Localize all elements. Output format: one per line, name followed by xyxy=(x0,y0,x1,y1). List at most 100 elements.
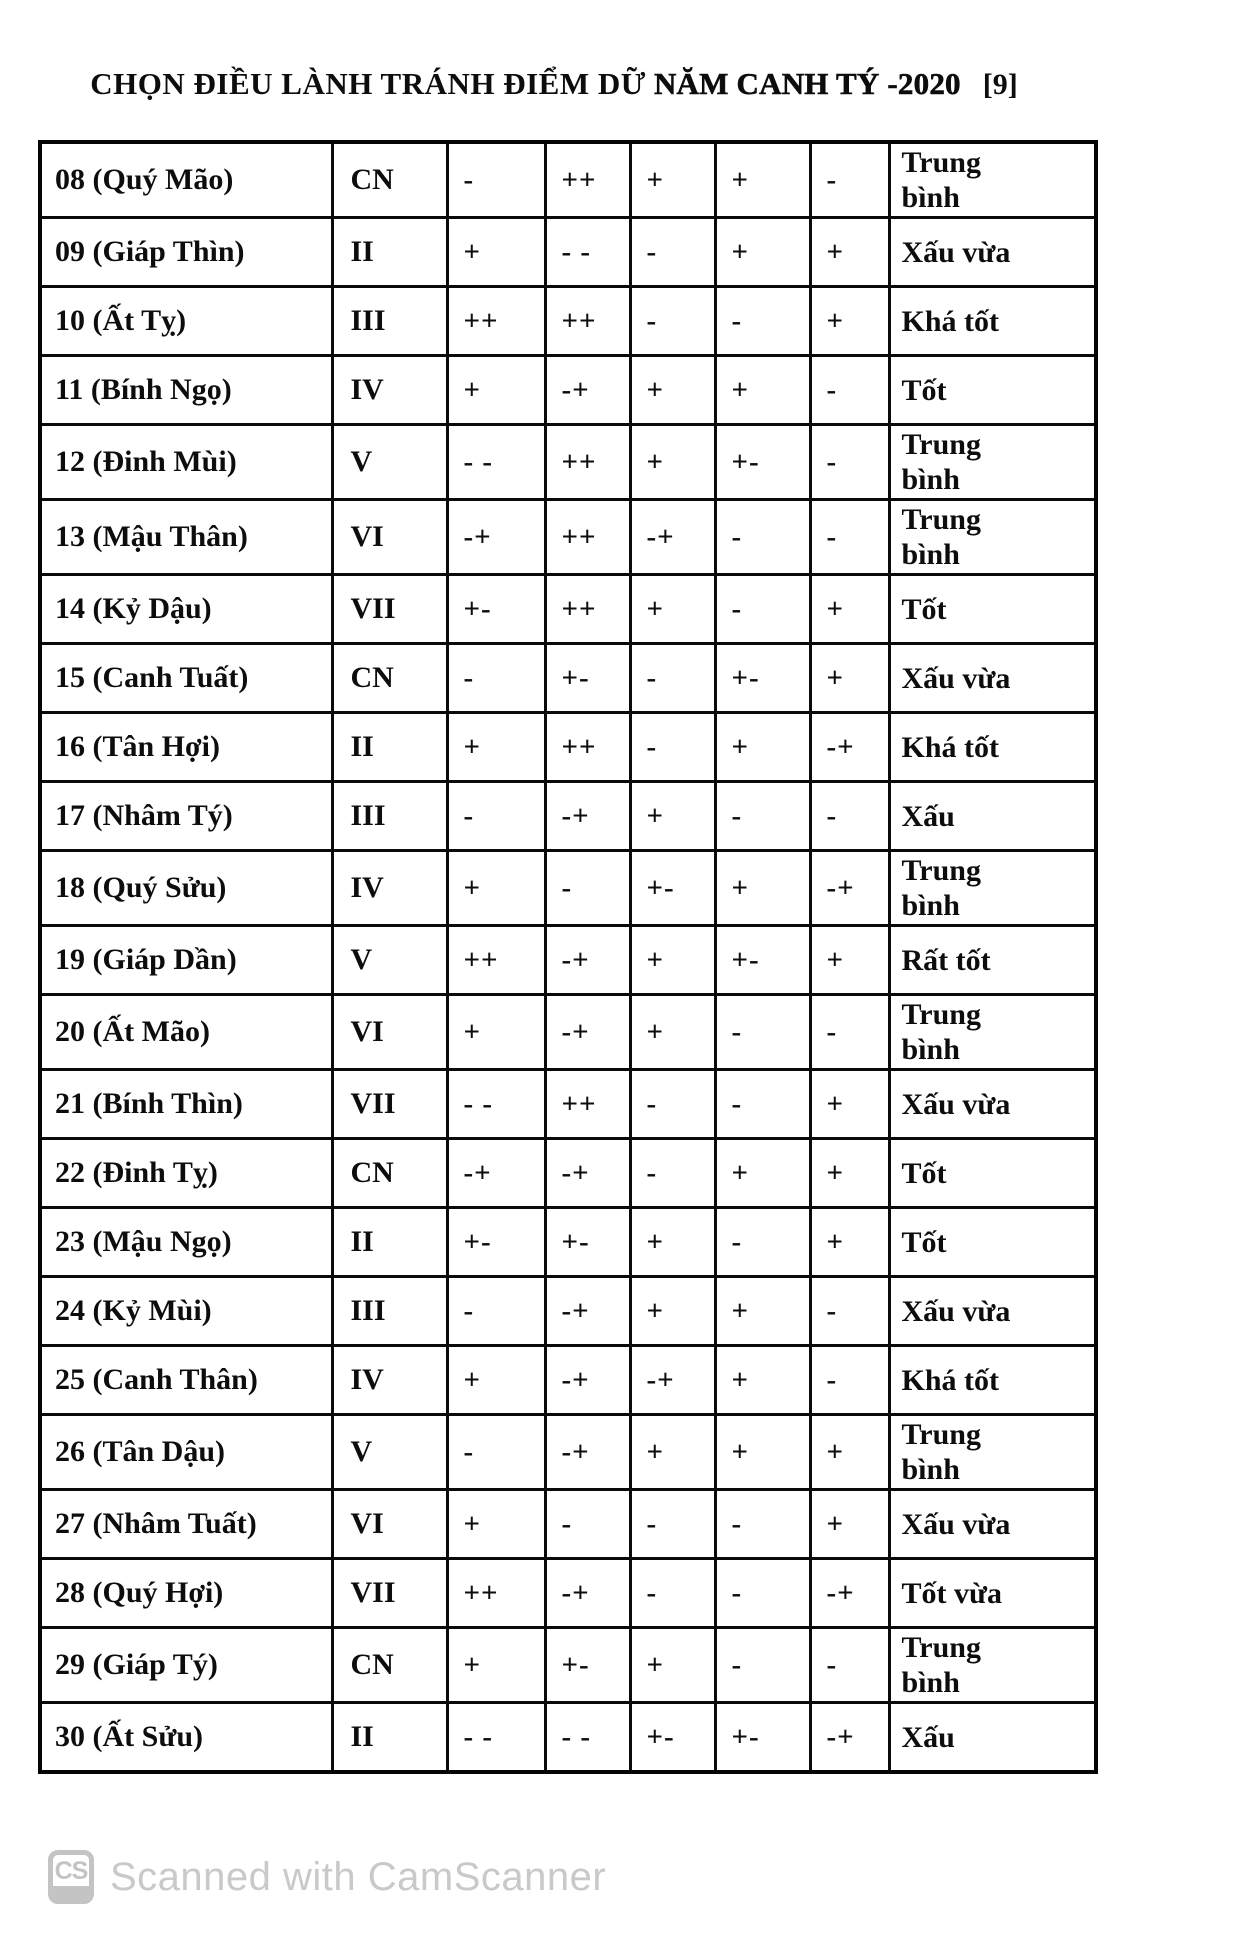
cell-symbol-5: + xyxy=(808,1137,891,1209)
cell-symbol-2: - - xyxy=(543,1701,632,1774)
rating-text: Tốt xyxy=(901,592,947,626)
cell-symbol-2: - xyxy=(543,1488,632,1560)
table-row: 26 (Tân Dậu) V - -+ + + + Trung bình xyxy=(38,1413,1098,1491)
cell-day: 15 (Canh Tuất) xyxy=(38,642,334,714)
cell-rating: Xấu xyxy=(887,780,1098,852)
table-row: 10 (Ất Tỵ) III ++ ++ - - + Khá tốt xyxy=(38,285,1098,357)
cell-day: 30 (Ất Sửu) xyxy=(38,1701,334,1774)
rating-text: Tốt xyxy=(901,1156,947,1190)
cell-symbol-4: + xyxy=(713,1275,812,1347)
cell-symbol-3: + xyxy=(628,573,717,645)
cell-day: 24 (Kỷ Mùi) xyxy=(38,1275,334,1347)
cell-day: 16 (Tân Hợi) xyxy=(38,711,334,783)
cell-symbol-4: +- xyxy=(713,423,812,501)
cell-rating: Khá tốt xyxy=(887,711,1098,783)
cell-rating: Tốt xyxy=(887,1206,1098,1278)
table-row: 17 (Nhâm Tý) III - -+ + - - Xấu xyxy=(38,780,1098,852)
table-row: 28 (Quý Hợi) VII ++ -+ - - -+ Tốt vừa xyxy=(38,1557,1098,1629)
cell-symbol-4: + xyxy=(713,1137,812,1209)
cell-day: 14 (Kỷ Dậu) xyxy=(38,573,334,645)
cell-symbol-2: -+ xyxy=(543,354,632,426)
cell-symbol-1: +- xyxy=(445,573,547,645)
cell-weekday: IV xyxy=(330,1344,449,1416)
cell-symbol-4: - xyxy=(713,573,812,645)
cell-symbol-5: - xyxy=(808,1626,891,1704)
cell-symbol-2: ++ xyxy=(543,140,632,219)
cell-weekday: CN xyxy=(330,642,449,714)
camscanner-logo-text: CS xyxy=(54,1857,89,1885)
rating-text: Xấu vừa xyxy=(901,235,1011,269)
cell-rating: Trung bình xyxy=(887,1413,1098,1491)
cell-day: 12 (Đinh Mùi) xyxy=(38,423,334,501)
rating-text: Khá tốt xyxy=(901,730,1000,764)
rating-text: Khá tốt xyxy=(901,304,1000,338)
cell-symbol-2: -+ xyxy=(543,993,632,1071)
cell-symbol-2: +- xyxy=(543,1626,632,1704)
cell-symbol-3: - xyxy=(628,1068,717,1140)
table-row: 22 (Đinh Tỵ) CN -+ -+ - + + Tốt xyxy=(38,1137,1098,1209)
cell-rating: Trung bình xyxy=(887,140,1098,219)
cell-symbol-3: - xyxy=(628,216,717,288)
cell-rating: Tốt vừa xyxy=(887,1557,1098,1629)
cell-symbol-1: -+ xyxy=(445,498,547,576)
cell-symbol-1: - - xyxy=(445,1068,547,1140)
cell-symbol-5: - xyxy=(808,498,891,576)
cell-symbol-5: - xyxy=(808,1275,891,1347)
cell-symbol-5: + xyxy=(808,1413,891,1491)
cell-symbol-1: - xyxy=(445,1413,547,1491)
cell-symbol-1: + xyxy=(445,354,547,426)
table-row: 20 (Ất Mão) VI + -+ + - - Trung bình xyxy=(38,993,1098,1071)
table-row: 15 (Canh Tuất) CN - +- - +- + Xấu vừa xyxy=(38,642,1098,714)
cell-symbol-4: - xyxy=(713,1206,812,1278)
cell-symbol-4: +- xyxy=(713,642,812,714)
cell-symbol-3: + xyxy=(628,354,717,426)
rating-text: Xấu xyxy=(901,1720,955,1754)
table-row: 23 (Mậu Ngọ) II +- +- + - + Tốt xyxy=(38,1206,1098,1278)
cell-weekday: VII xyxy=(330,1068,449,1140)
title-year-text: NĂM CANH TÝ -2020 xyxy=(653,66,961,102)
cell-symbol-2: - - xyxy=(543,216,632,288)
cell-symbol-4: + xyxy=(713,140,812,219)
cell-rating: Rất tốt xyxy=(887,924,1098,996)
cell-symbol-1: - - xyxy=(445,1701,547,1774)
cell-symbol-3: + xyxy=(628,780,717,852)
cell-symbol-3: +- xyxy=(628,1701,717,1774)
cell-symbol-4: +- xyxy=(713,1701,812,1774)
table-row: 16 (Tân Hợi) II + ++ - + -+ Khá tốt xyxy=(38,711,1098,783)
cell-symbol-5: + xyxy=(808,642,891,714)
cell-rating: Trung bình xyxy=(887,849,1098,927)
camscanner-logo-icon: CS xyxy=(48,1850,94,1904)
cell-day: 17 (Nhâm Tý) xyxy=(38,780,334,852)
cell-symbol-1: +- xyxy=(445,1206,547,1278)
cell-rating: Xấu vừa xyxy=(887,216,1098,288)
cell-symbol-1: + xyxy=(445,1488,547,1560)
cell-rating: Tốt xyxy=(887,573,1098,645)
cell-symbol-2: -+ xyxy=(543,1275,632,1347)
cell-symbol-2: ++ xyxy=(543,711,632,783)
cell-rating: Trung bình xyxy=(887,1626,1098,1704)
page-title: CHỌN ĐIỀU LÀNH TRÁNH ĐIỂM DỮ NĂM CANH TÝ… xyxy=(0,0,1178,102)
table-row: 21 (Bính Thìn) VII - - ++ - - + Xấu vừa xyxy=(38,1068,1098,1140)
cell-symbol-4: - xyxy=(713,1626,812,1704)
cell-day: 26 (Tân Dậu) xyxy=(38,1413,334,1491)
cell-weekday: III xyxy=(330,780,449,852)
camscanner-watermark-text: Scanned with CamScanner xyxy=(110,1854,607,1899)
cell-symbol-1: + xyxy=(445,1344,547,1416)
cell-symbol-5: + xyxy=(808,924,891,996)
cell-symbol-1: + xyxy=(445,849,547,927)
cell-symbol-1: - xyxy=(445,1275,547,1347)
cell-symbol-1: ++ xyxy=(445,1557,547,1629)
camscanner-logo-bar xyxy=(53,1886,89,1899)
cell-rating: Trung bình xyxy=(887,993,1098,1071)
cell-day: 23 (Mậu Ngọ) xyxy=(38,1206,334,1278)
cell-rating: Trung bình xyxy=(887,423,1098,501)
cell-symbol-4: + xyxy=(713,849,812,927)
rating-text: Xấu xyxy=(901,799,955,833)
cell-weekday: IV xyxy=(330,849,449,927)
camscanner-footer: CS Scanned with CamScanner xyxy=(48,1850,606,1904)
cell-symbol-5: -+ xyxy=(808,849,891,927)
cell-symbol-5: + xyxy=(808,1068,891,1140)
table-row: 12 (Đinh Mùi) V - - ++ + +- - Trung bình xyxy=(38,423,1098,501)
table-row: 18 (Quý Sửu) IV + - +- + -+ Trung bình xyxy=(38,849,1098,927)
